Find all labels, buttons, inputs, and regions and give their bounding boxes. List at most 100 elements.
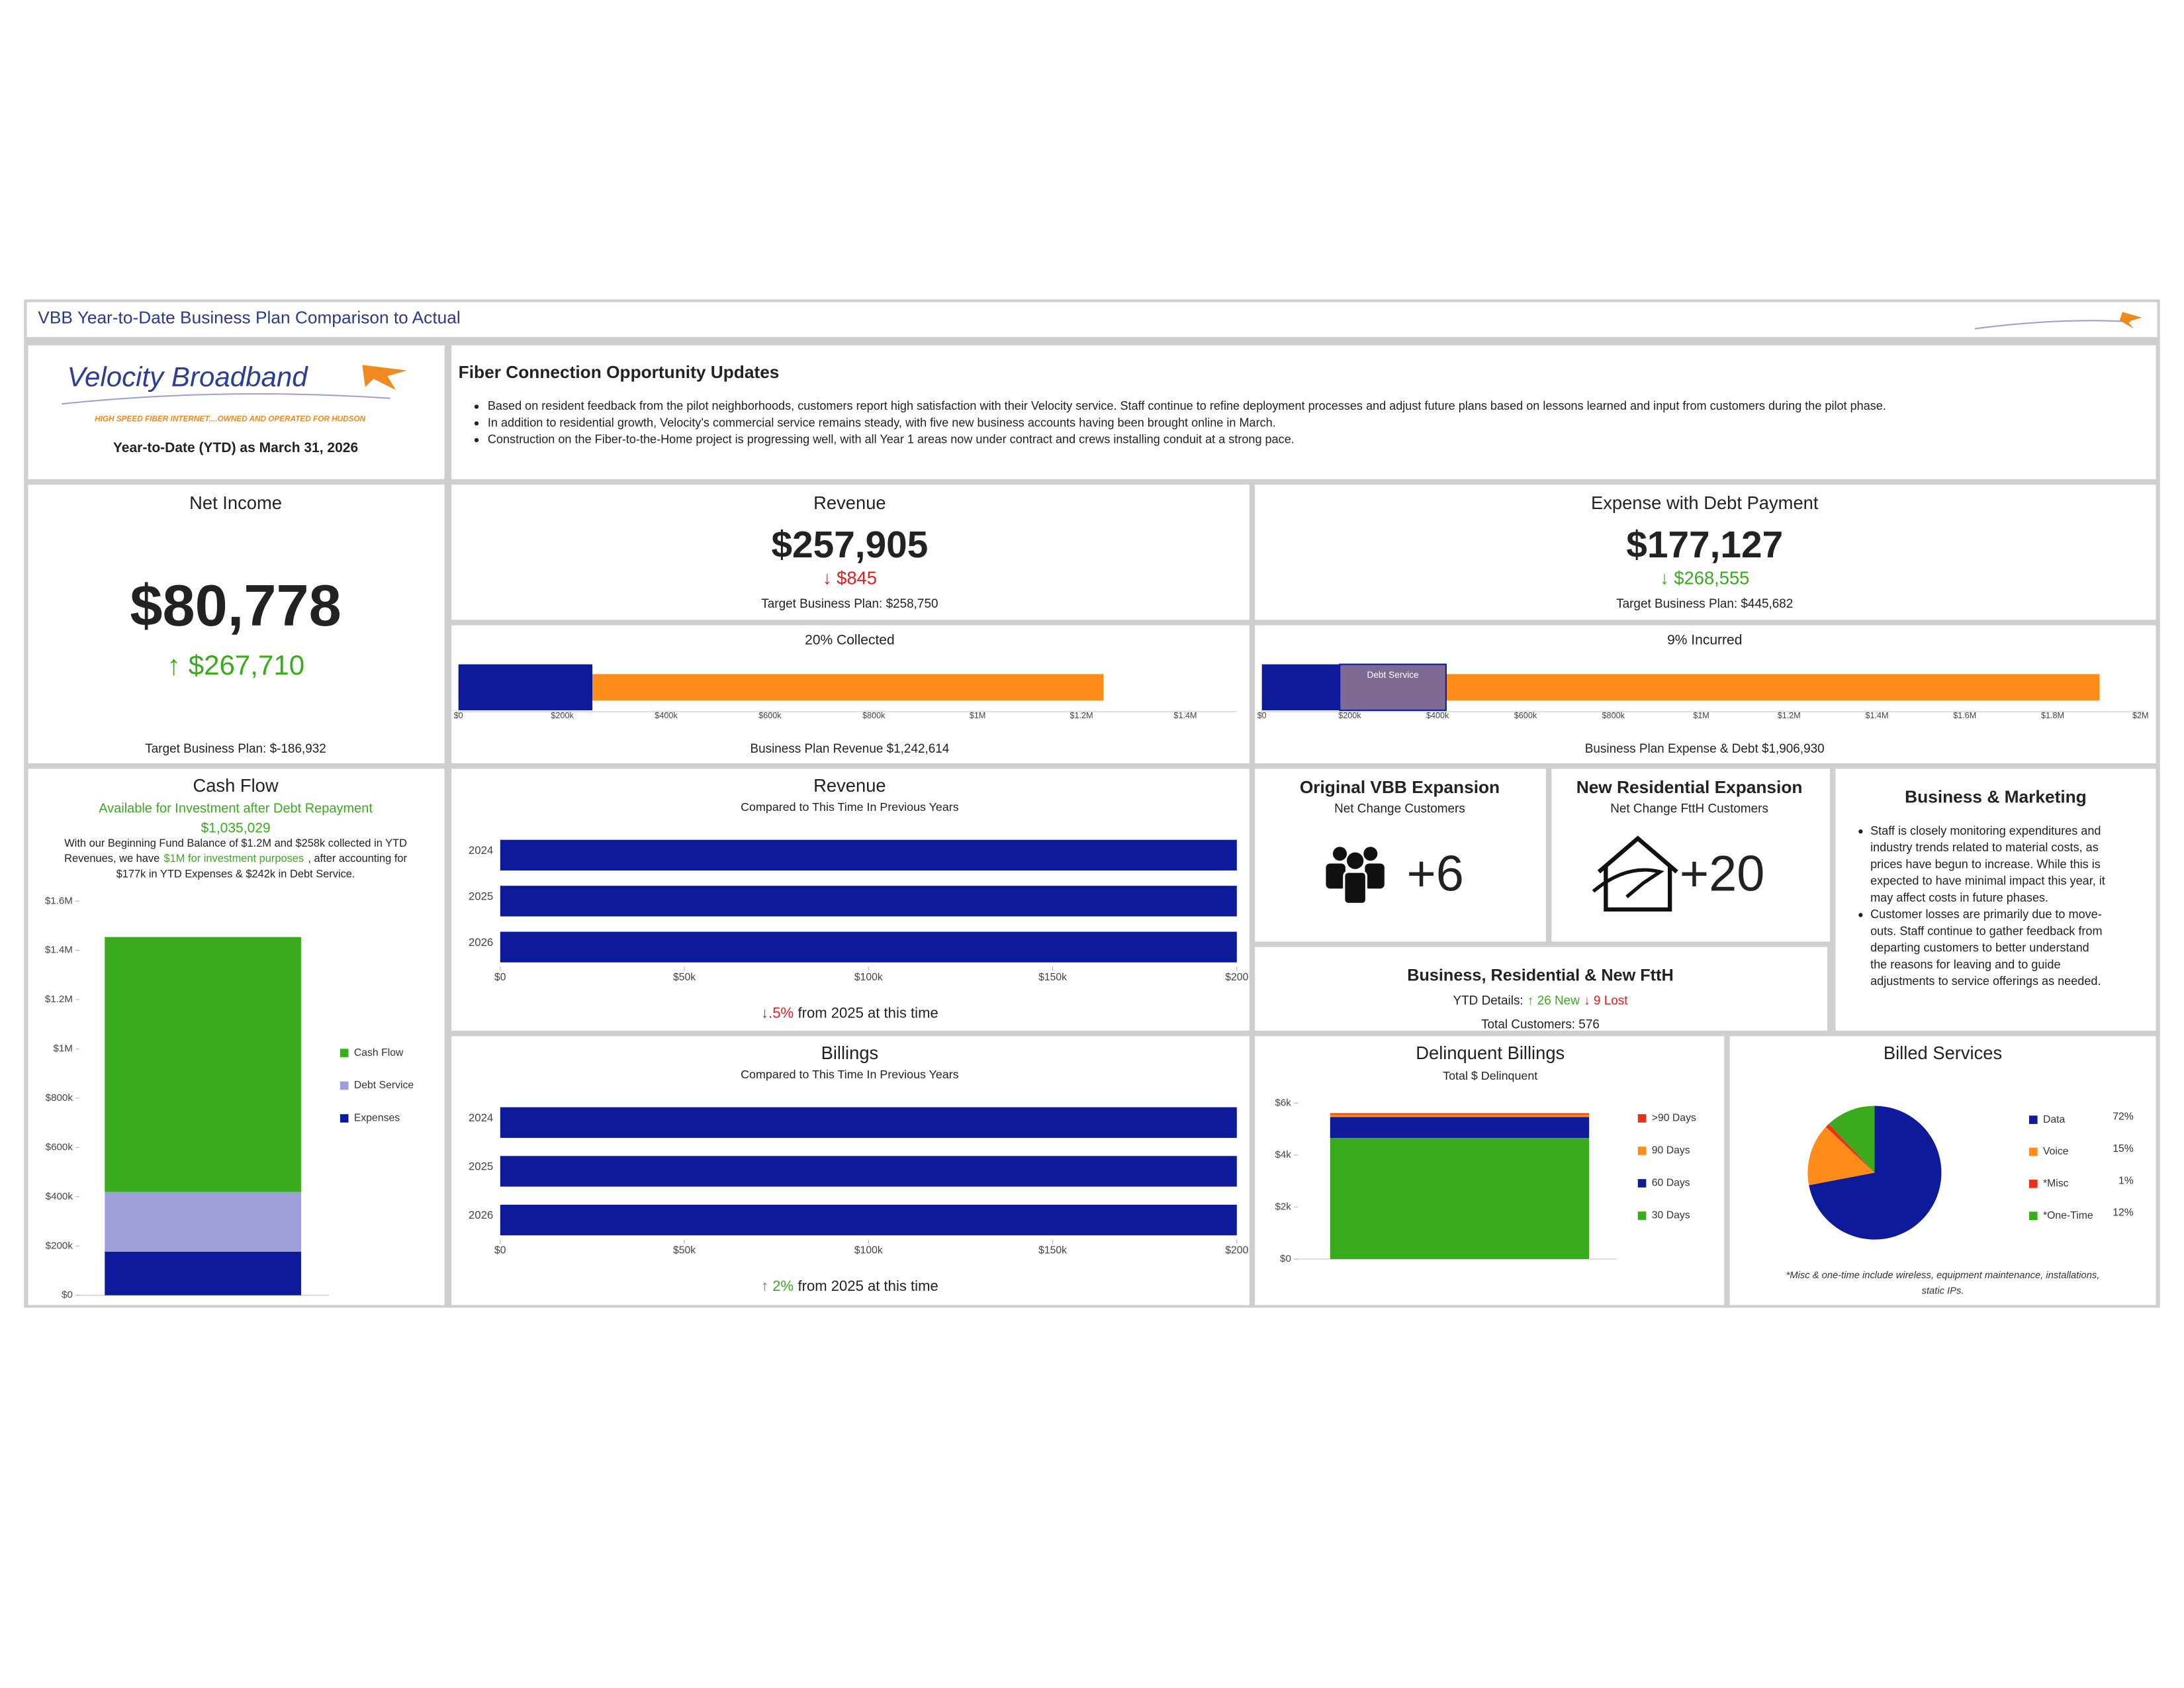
original-panel (1255, 769, 1546, 942)
x-tick-label: $1M (970, 711, 986, 720)
x-tick-label: $0 (494, 972, 506, 983)
customer-subtitle: Net Change Customers (1334, 802, 1465, 816)
header-bird (2119, 312, 2142, 329)
x-tick-label: $1.2M (1070, 711, 1093, 720)
bm-line: Staff is closely monitoring expenditures… (1870, 824, 2101, 837)
update-bullet: Based on resident feedback from the pilo… (488, 399, 1886, 412)
customer-value: +20 (1680, 845, 1764, 902)
legend-swatch (1637, 1114, 1647, 1123)
x-tick-label: $1M (1693, 711, 1709, 720)
logo-name: Velocity Broadband (67, 361, 308, 392)
legend-label: >90 Days (1652, 1113, 1696, 1124)
value-label: 72% (2113, 1111, 2134, 1123)
bm-title: Business & Marketing (1905, 787, 2087, 807)
bullet-dot (1858, 913, 1863, 917)
update-bullet: In addition to residential growth, Veloc… (488, 416, 1276, 429)
x-tick-label: $800k (862, 711, 886, 720)
kpi-title: Revenue (813, 492, 886, 513)
x-tick-label: $1.8M (2041, 711, 2064, 720)
bar (500, 1107, 1237, 1138)
chart-title: 20% Collected (805, 632, 895, 647)
update-bullet: Construction on the Fiber-to-the-Home pr… (488, 433, 1295, 446)
expense-panel (1255, 485, 2156, 620)
legend-swatch (1637, 1147, 1647, 1155)
x-tick-label: $200 (1225, 972, 1248, 983)
bar-segment (1339, 663, 1447, 712)
bm-line: industry trends related to material cost… (1870, 841, 2099, 854)
x-tick-label: $100k (854, 972, 883, 983)
bullet-dot (474, 421, 479, 426)
legend-swatch (1637, 1179, 1647, 1188)
x-tick-label: $2M (2132, 711, 2149, 720)
legend-swatch (340, 1114, 349, 1123)
bar (500, 931, 1237, 962)
legend-swatch (2028, 1180, 2038, 1188)
y-tick-label: $600k (46, 1141, 73, 1152)
x-tick-label: $0 (494, 1245, 506, 1256)
kpi-change: ↑ $267,710 (167, 649, 304, 680)
details-title: Business, Residential & New FttH (1407, 966, 1673, 985)
x-tick-label: $150k (1038, 1245, 1067, 1256)
x-tick-label: $50k (673, 972, 696, 983)
legend-label: Expenses (354, 1113, 400, 1124)
customer-subtitle: Net Change FttH Customers (1610, 802, 1768, 816)
label-part: ↑ 26 New (1527, 994, 1580, 1008)
revenue-panel (451, 485, 1250, 620)
details-line: YTD Details: ↑ 26 New ↓ 9 Lost (1453, 994, 1628, 1008)
kpi-title: Expense with Debt Payment (1591, 492, 1819, 513)
bm-line: adjustments to service offerings as need… (1870, 974, 2101, 988)
label-part: ↓ 9 Lost (1584, 994, 1628, 1008)
details-panel (1255, 947, 1827, 1031)
legend-swatch (2028, 1211, 2038, 1221)
updates-title: Fiber Connection Opportunity Updates (459, 362, 780, 382)
y-tick-label: $1M (53, 1043, 72, 1055)
x-tick-label: $600k (758, 711, 782, 720)
x-tick-label: $0 (1257, 711, 1267, 720)
chart-note: ↓.5% from 2025 at this time (761, 1005, 938, 1021)
footnote: static IPs. (1922, 1286, 1964, 1296)
updates-panel (451, 345, 2156, 479)
pie-slice (1807, 1127, 1875, 1186)
legend-label: *One-Time (2043, 1210, 2093, 1221)
person-head (1347, 852, 1364, 869)
x-tick-label: $50k (673, 1245, 696, 1256)
label-part: YTD Details: (1453, 994, 1523, 1008)
y-tick-label: $200k (46, 1240, 73, 1251)
x-axis-label: Business Plan Revenue $1,242,614 (750, 742, 949, 756)
bar-segment (1330, 1114, 1590, 1117)
pie-slice (1809, 1105, 1942, 1240)
header-title: VBB Year-to-Date Business Plan Compariso… (38, 308, 460, 328)
label-part: from 2025 at this time (797, 1278, 938, 1294)
chart-title: Cash Flow (193, 775, 278, 796)
label-part: from 2025 at this time (797, 1005, 938, 1021)
chart-title: 9% Incurred (1667, 632, 1742, 647)
legend-label: Cash Flow (354, 1047, 404, 1058)
legend-swatch (340, 1049, 349, 1057)
kpi-target: Target Business Plan: $258,750 (761, 597, 938, 611)
segment-label: Debt Service (1367, 670, 1418, 680)
bm-line: prices have begun to increase. While thi… (1870, 857, 2101, 870)
bar-segment (458, 664, 593, 711)
person-body (1343, 870, 1368, 906)
x-tick-label: $150k (1038, 972, 1067, 983)
bm-line: Customer losses are primarily due to mov… (1870, 908, 2102, 921)
bar-segment (1330, 1117, 1590, 1138)
y-tick-label: 2026 (469, 1209, 493, 1221)
y-tick-label: 2024 (469, 1111, 493, 1124)
y-tick-label: $1.6M (45, 895, 73, 906)
legend-label: 30 Days (1652, 1210, 1690, 1221)
legend-label: 90 Days (1652, 1145, 1690, 1156)
y-tick-label: $1.4M (45, 945, 73, 956)
customer-value: +6 (1406, 845, 1463, 902)
x-tick-label: $200k (551, 711, 574, 720)
house-icon (1592, 835, 1678, 912)
y-tick-label: $4k (1275, 1149, 1291, 1160)
bm-line: may affect costs in future phases. (1870, 891, 2048, 904)
kpi-target: Target Business Plan: $445,682 (1616, 597, 1793, 611)
chart-note: ↑ 2% from 2025 at this time (761, 1278, 938, 1294)
bar-segment (1330, 1113, 1590, 1115)
pie-slice (1825, 1123, 1875, 1173)
bm-line: the reasons for leaving and to guide (1870, 958, 2060, 971)
kpi-value: $257,905 (771, 524, 928, 566)
bar-segment (1330, 1137, 1590, 1259)
